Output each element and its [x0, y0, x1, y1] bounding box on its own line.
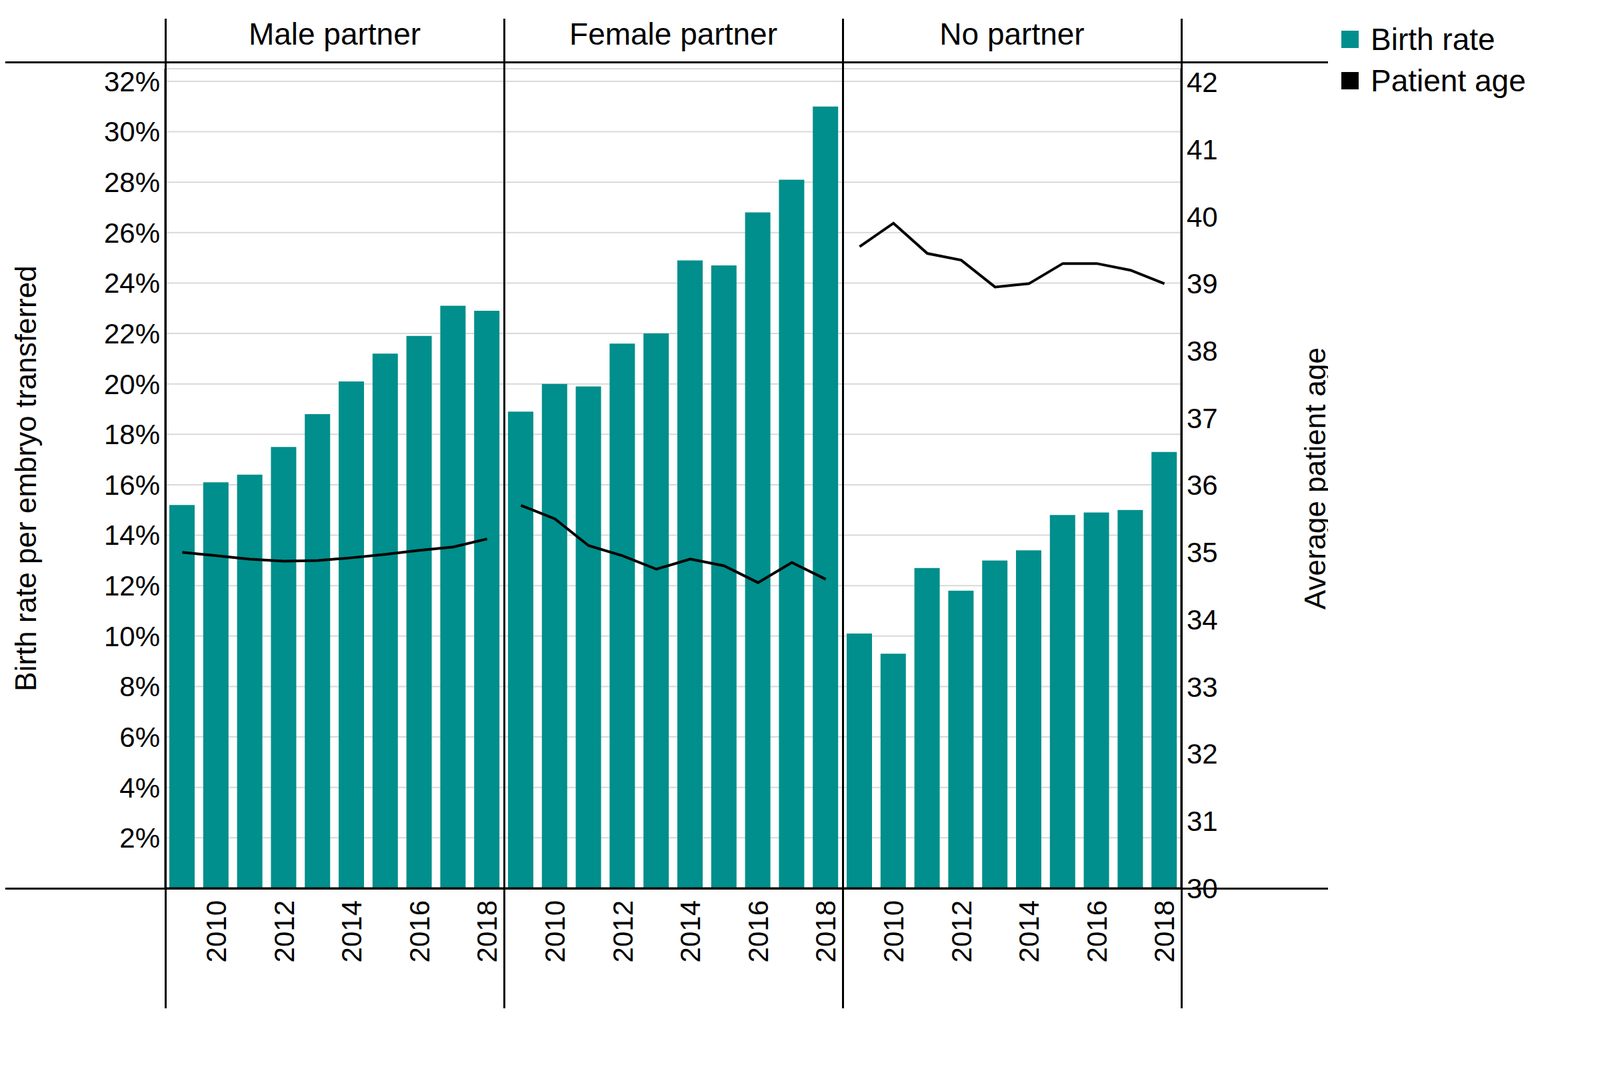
html-text:Birth rate: Birth rate [1370, 22, 1496, 57]
svg-text:2012: 2012 [946, 900, 978, 962]
svg-text:28%: 28% [104, 166, 160, 198]
svg-text:34: 34 [1186, 604, 1218, 636]
svg-text:24%: 24% [104, 267, 160, 299]
svg-text:35: 35 [1186, 536, 1218, 568]
svg-text:30: 30 [1186, 872, 1218, 904]
svg-text:38: 38 [1186, 335, 1218, 367]
svg-text:2018: 2018 [471, 900, 503, 962]
svg-text:2010: 2010 [878, 900, 910, 962]
svg-text:12%: 12% [104, 570, 160, 602]
svg-text:2010: 2010 [539, 900, 571, 962]
svg-text:36: 36 [1186, 469, 1218, 501]
svg-text:8%: 8% [119, 670, 160, 702]
svg-text:14%: 14% [104, 519, 160, 551]
html-text:No partner: No partner [939, 16, 1085, 51]
svg-text:4%: 4% [119, 772, 160, 804]
svg-text:30%: 30% [104, 116, 160, 148]
svg-text:37: 37 [1186, 402, 1218, 434]
svg-text:31: 31 [1186, 805, 1218, 837]
svg-text:Birth rate per embryo transfer: Birth rate per embryo transferred [9, 265, 42, 691]
svg-text:42: 42 [1186, 66, 1218, 98]
html-text:Patient age: Patient age [1370, 63, 1526, 98]
html-text:Male partner: Male partner [248, 16, 421, 51]
svg-text:26%: 26% [104, 217, 160, 249]
svg-text:6%: 6% [119, 721, 160, 753]
svg-text:32%: 32% [104, 66, 160, 98]
svg-text:2014: 2014 [336, 900, 368, 962]
svg-text:16%: 16% [104, 469, 160, 501]
svg-text:32: 32 [1186, 738, 1218, 770]
svg-text:2016: 2016 [1081, 900, 1113, 962]
svg-text:10%: 10% [104, 620, 160, 652]
svg-text:2016: 2016 [742, 900, 774, 962]
svg-text:39: 39 [1186, 268, 1218, 300]
svg-text:18%: 18% [104, 418, 160, 450]
svg-text:2018: 2018 [1148, 900, 1180, 962]
svg-text:2018: 2018 [810, 900, 842, 962]
svg-text:2014: 2014 [1013, 900, 1045, 962]
svg-text:41: 41 [1186, 134, 1218, 166]
svg-text:2014: 2014 [674, 900, 706, 962]
svg-text:2010: 2010 [200, 900, 232, 962]
svg-text:Average patient age: Average patient age [1298, 347, 1328, 610]
svg-text:2012: 2012 [268, 900, 300, 962]
svg-text:2%: 2% [119, 822, 160, 854]
html-text:Female partner: Female partner [569, 16, 778, 51]
svg-text:22%: 22% [104, 318, 160, 350]
svg-text:2012: 2012 [607, 900, 639, 962]
svg-text:2016: 2016 [404, 900, 436, 962]
svg-text:40: 40 [1186, 201, 1218, 233]
svg-text:33: 33 [1186, 671, 1218, 703]
svg-text:20%: 20% [104, 368, 160, 400]
